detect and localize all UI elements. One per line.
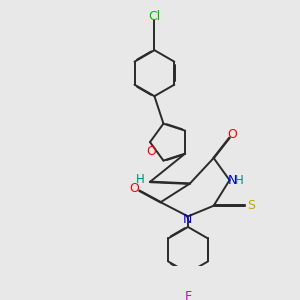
Text: N: N	[182, 213, 192, 226]
Text: O: O	[227, 128, 237, 141]
Text: H: H	[136, 173, 145, 186]
Text: O: O	[146, 145, 156, 158]
Text: N: N	[228, 174, 237, 187]
Text: O: O	[129, 182, 139, 196]
Text: Cl: Cl	[148, 10, 160, 23]
Text: H: H	[235, 174, 244, 187]
Text: S: S	[247, 199, 255, 212]
Text: F: F	[184, 290, 192, 300]
